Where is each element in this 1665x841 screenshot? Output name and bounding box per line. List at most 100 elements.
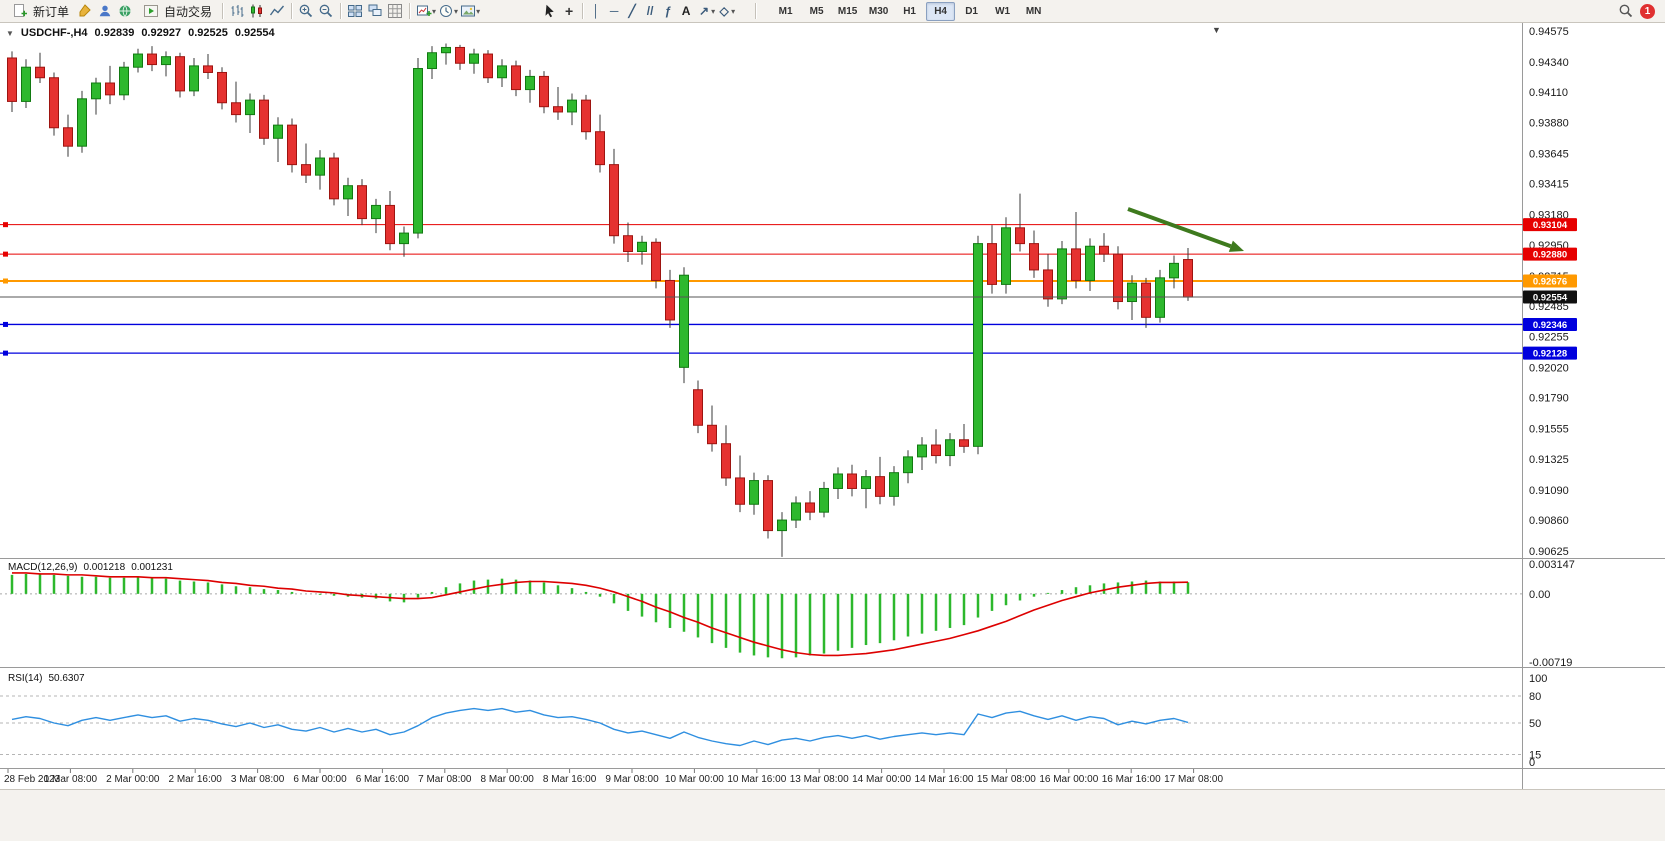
candle bbox=[707, 424, 717, 445]
level-line-handle[interactable] bbox=[3, 321, 8, 327]
candle bbox=[665, 279, 675, 321]
zoom-in-icon[interactable] bbox=[297, 3, 315, 19]
timeframe-button-M1[interactable]: M1 bbox=[778, 5, 793, 17]
profiles-clock-icon[interactable] bbox=[437, 3, 455, 19]
candle bbox=[609, 164, 619, 237]
timeframe-button-MN[interactable]: MN bbox=[1025, 5, 1042, 17]
level-line-handle[interactable] bbox=[3, 222, 8, 228]
svg-text:16 Mar 00:00: 16 Mar 00:00 bbox=[1039, 774, 1098, 785]
metaeditor-icon[interactable] bbox=[76, 3, 94, 19]
candle bbox=[189, 65, 199, 92]
ohlc-bars-chart-icon[interactable] bbox=[228, 3, 246, 19]
svg-text:0.94340: 0.94340 bbox=[1529, 57, 1569, 69]
timeframe-button-H1[interactable]: H1 bbox=[903, 5, 916, 17]
timeframe-button-D1[interactable]: D1 bbox=[965, 5, 978, 17]
svg-text:0.92020: 0.92020 bbox=[1529, 362, 1569, 374]
candle bbox=[343, 185, 353, 200]
candle bbox=[861, 476, 871, 489]
shapes-tool-icon[interactable]: ◇ bbox=[719, 4, 729, 18]
accounts-icon[interactable] bbox=[96, 3, 114, 19]
new-order-button[interactable]: 新订单 bbox=[4, 1, 75, 22]
svg-text:0.94110: 0.94110 bbox=[1529, 87, 1568, 99]
svg-text:8 Mar 00:00: 8 Mar 00:00 bbox=[481, 774, 535, 785]
toolbar-separator bbox=[582, 3, 584, 19]
candle bbox=[77, 98, 87, 147]
grid-toggle-icon[interactable] bbox=[386, 3, 404, 19]
cursor-icon[interactable] bbox=[541, 3, 559, 19]
price-axis[interactable]: 0.94575 0.94340 0.94110 0.93880 0.93645 0.934… bbox=[1529, 26, 1569, 558]
horizontal-level-lines[interactable] bbox=[0, 222, 1523, 356]
candle bbox=[553, 106, 563, 113]
template-image-icon[interactable] bbox=[459, 3, 477, 19]
candle bbox=[455, 46, 465, 64]
level-line-handle[interactable] bbox=[3, 350, 8, 356]
tile-windows-icon[interactable] bbox=[346, 3, 364, 19]
template-dropdown-icon[interactable]: ▾ bbox=[476, 6, 481, 16]
toolbar-separator bbox=[222, 3, 224, 19]
chart-canvas[interactable]: 0.94575 0.94340 0.94110 0.93880 0.93645 0.934… bbox=[0, 23, 1665, 789]
svg-text:17 Mar 08:00: 17 Mar 08:00 bbox=[1164, 774, 1223, 785]
new-chart-icon[interactable] bbox=[415, 3, 433, 19]
timeframe-button-H4[interactable]: H4 bbox=[926, 1, 956, 21]
svg-text:0.00: 0.00 bbox=[1529, 589, 1550, 601]
candle bbox=[651, 241, 661, 281]
channel-tool-icon[interactable]: // bbox=[646, 4, 654, 18]
candle bbox=[147, 53, 157, 66]
arrows-tool-icon[interactable]: ↗ bbox=[699, 4, 710, 18]
candle bbox=[721, 443, 731, 479]
line-chart-icon[interactable] bbox=[268, 3, 286, 19]
profiles-dropdown-icon[interactable]: ▾ bbox=[454, 6, 459, 16]
shapes-dropdown-icon[interactable]: ▾ bbox=[731, 6, 736, 16]
candle bbox=[1169, 262, 1179, 279]
candle bbox=[469, 53, 479, 64]
svg-text:80: 80 bbox=[1529, 691, 1541, 703]
level-line-handle[interactable] bbox=[3, 251, 8, 257]
timeframe-button-M15[interactable]: M15 bbox=[837, 5, 858, 17]
candle bbox=[1099, 245, 1109, 255]
timeframe-button-W1[interactable]: W1 bbox=[995, 5, 1011, 17]
autotrading-play-icon bbox=[142, 3, 160, 19]
autotrading-button[interactable]: 自动交易 bbox=[135, 1, 218, 22]
search-icon[interactable] bbox=[1617, 3, 1635, 19]
crosshair-icon[interactable]: + bbox=[564, 3, 574, 19]
candle bbox=[231, 102, 241, 116]
candle bbox=[791, 502, 801, 521]
svg-text:0.91790: 0.91790 bbox=[1529, 393, 1569, 405]
market-icon[interactable] bbox=[116, 3, 134, 19]
svg-text:0.93645: 0.93645 bbox=[1529, 148, 1569, 160]
zoom-out-icon[interactable] bbox=[317, 3, 335, 19]
candle bbox=[357, 185, 367, 220]
candle bbox=[1071, 248, 1081, 281]
svg-text:0.90860: 0.90860 bbox=[1529, 515, 1569, 527]
notification-badge[interactable]: 1 bbox=[1640, 3, 1655, 19]
macd-signal-line bbox=[12, 572, 1189, 657]
rsi-axis: 100 80 50 150 bbox=[0, 673, 1547, 769]
candle bbox=[119, 66, 129, 96]
candle bbox=[105, 82, 115, 96]
price-badge: 0.92676 bbox=[1533, 276, 1567, 287]
svg-text:2 Mar 00:00: 2 Mar 00:00 bbox=[106, 774, 160, 785]
timeframe-button-M30[interactable]: M30 bbox=[868, 5, 889, 17]
svg-text:0.92485: 0.92485 bbox=[1529, 301, 1569, 313]
vertical-line-tool-icon[interactable]: │ bbox=[592, 4, 600, 18]
toolbar-separator bbox=[409, 3, 411, 19]
cascade-windows-icon[interactable] bbox=[366, 3, 384, 19]
level-line-handle[interactable] bbox=[3, 278, 8, 284]
trendline-tool-icon[interactable]: ╱ bbox=[628, 4, 636, 18]
candle bbox=[175, 56, 185, 92]
horizontal-line-tool-icon[interactable]: ─ bbox=[609, 4, 619, 18]
one-click-trading-toggle[interactable]: ▼ bbox=[6, 28, 14, 38]
new-chart-dropdown-icon[interactable]: ▾ bbox=[432, 6, 437, 16]
timeframe-button-M5[interactable]: M5 bbox=[809, 5, 824, 17]
text-tool-icon[interactable]: A bbox=[681, 4, 691, 18]
candle bbox=[567, 99, 577, 113]
fibonacci-tool-icon[interactable]: ƒ bbox=[664, 4, 672, 18]
candle bbox=[679, 274, 689, 368]
candle bbox=[931, 444, 941, 457]
candlestick-chart-icon[interactable] bbox=[248, 3, 266, 19]
arrow-annotation[interactable] bbox=[1127, 207, 1244, 252]
chart-shift-marker[interactable]: ▼ bbox=[1212, 25, 1221, 35]
arrows-dropdown-icon[interactable]: ▾ bbox=[711, 6, 716, 16]
timeframe-toolbar: M1 M5 M15 M30 H1 H4 D1 W1 MN bbox=[770, 1, 1049, 21]
